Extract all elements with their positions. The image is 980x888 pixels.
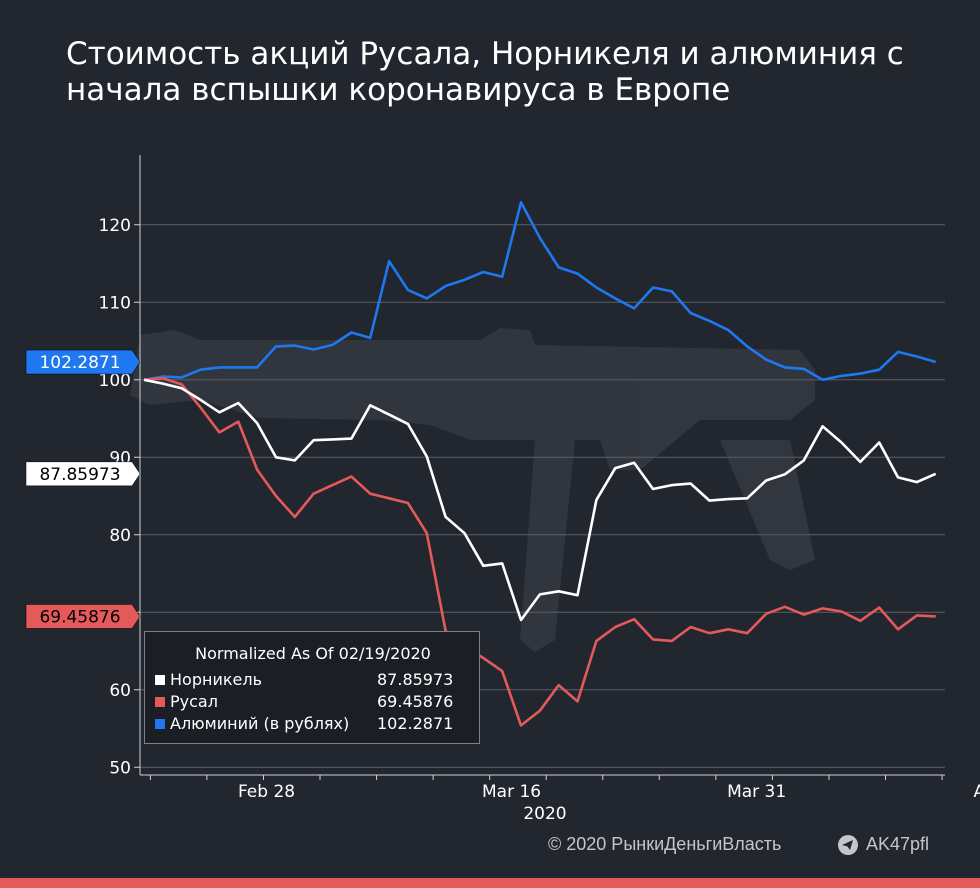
- y-tick-label: 120: [99, 216, 131, 236]
- marker-box: [25, 461, 141, 487]
- legend-item-rusal: Русал 69.45876: [155, 692, 473, 712]
- legend-value-aluminium: 102.2871: [377, 714, 454, 733]
- x-tick-label: Apr 15: [973, 782, 980, 802]
- chart-legend: Normalized As Of 02/19/2020 Норникель 87…: [144, 631, 480, 744]
- legend-item-aluminium: Алюминий (в рублях) 102.2871: [155, 714, 473, 734]
- marker-value: 102.2871: [39, 353, 120, 373]
- x-tick-label: Mar 31: [727, 782, 786, 802]
- marker-value: 69.45876: [39, 607, 120, 627]
- last-value-marker-2: 102.2871: [25, 349, 141, 375]
- rifle-watermark-icon: [130, 328, 815, 652]
- x-tick-label: Feb 28: [238, 782, 295, 802]
- y-tick-label: 110: [99, 293, 131, 313]
- marker-value: 87.85973: [39, 465, 120, 485]
- legend-swatch-nornikel: [155, 675, 165, 685]
- legend-label-aluminium: Алюминий (в рублях): [170, 714, 350, 733]
- x-axis-label: 2020: [523, 804, 566, 824]
- last-value-marker-0: 87.85973: [25, 461, 141, 487]
- marker-box: [25, 604, 141, 629]
- x-tick-label: Mar 16: [482, 782, 541, 802]
- telegram-icon: [838, 835, 858, 855]
- last-value-marker-1: 69.45876: [25, 604, 141, 629]
- series-line-0: [143, 378, 937, 622]
- y-tick-label: 80: [109, 526, 131, 546]
- legend-item-nornikel: Норникель 87.85973: [155, 670, 473, 690]
- y-tick-label: 100: [99, 371, 131, 391]
- legend-swatch-rusal: [155, 697, 165, 707]
- bottom-accent-bar: [0, 878, 980, 888]
- chart-title: Стоимость акций Русала, Норникеля и алюм…: [66, 36, 904, 108]
- series-line-2: [143, 201, 937, 382]
- y-tick-label: 60: [109, 681, 131, 701]
- telegram-handle: AK47pfl: [866, 834, 930, 854]
- last-value-markers: 87.85973 69.45876 102.2871: [25, 349, 141, 629]
- series-lines: [143, 201, 937, 727]
- series-line-1: [143, 376, 936, 727]
- copyright-credit: © 2020 РынкиДеньгиВласть: [548, 834, 782, 854]
- grid-lines: [140, 224, 945, 768]
- legend-value-nornikel: 87.85973: [377, 670, 454, 689]
- legend-label-rusal: Русал: [170, 692, 218, 711]
- legend-value-rusal: 69.45876: [377, 692, 454, 711]
- marker-box: [25, 349, 141, 375]
- legend-swatch-aluminium: [155, 719, 165, 729]
- legend-label-nornikel: Норникель: [170, 670, 262, 689]
- legend-title: Normalized As Of 02/19/2020: [195, 644, 431, 663]
- y-tick-label: 50: [109, 758, 131, 778]
